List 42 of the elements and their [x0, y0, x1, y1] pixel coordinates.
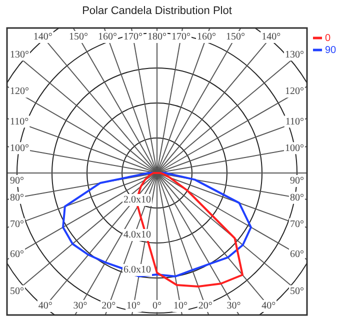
spoke-label: 80°: [10, 192, 24, 204]
spoke-label: 20°: [102, 300, 116, 312]
spoke-label: 150°: [68, 32, 88, 43]
y-tick-label: 2.0x10: [124, 194, 151, 206]
spoke-label: 50°: [10, 286, 24, 297]
spoke-label: 70°: [290, 218, 304, 230]
spoke-label: 100°: [10, 142, 29, 154]
chart-title: Polar Candela Distribution Plot: [82, 5, 232, 18]
spoke-label: 160°: [197, 32, 216, 43]
spoke-label: 160°: [98, 32, 117, 43]
spoke-label: 100°: [285, 142, 304, 154]
spoke-label: 130°: [285, 49, 304, 60]
spoke-label: 130°: [10, 49, 29, 60]
spoke-label: 0°: [152, 300, 162, 312]
spoke-label: 10°: [173, 300, 188, 312]
spoke-label: 110°: [10, 116, 29, 128]
spoke-label: 60°: [290, 249, 304, 260]
spoke-label: 40°: [38, 300, 52, 312]
spoke-label: 120°: [285, 86, 304, 98]
legend-label: 90: [325, 44, 337, 56]
y-tick-label: 4.0x10: [124, 230, 151, 241]
spoke-label: 20°: [198, 300, 212, 312]
spoke-label: 140°: [33, 32, 52, 43]
spoke-label: 90°: [290, 176, 304, 187]
spoke-label: 140°: [262, 32, 281, 43]
spoke-label: 10°: [126, 300, 141, 312]
spoke-label: 90°: [10, 176, 24, 187]
spoke-label: 170°: [124, 32, 143, 43]
spoke-label: 70°: [10, 218, 24, 230]
spoke-label: 110°: [285, 116, 304, 128]
spoke-label: 30°: [73, 300, 88, 312]
spoke-label: 80°: [290, 192, 304, 204]
spoke-label: 40°: [262, 300, 276, 312]
spoke-label: 150°: [226, 32, 246, 43]
legend-label: 0: [325, 32, 331, 44]
spoke-label: 170°: [171, 32, 190, 43]
spoke-label: 50°: [290, 286, 304, 297]
spoke-label: 120°: [10, 86, 29, 98]
spoke-label: 30°: [226, 300, 241, 312]
spoke-label: 60°: [10, 249, 24, 260]
y-tick-label: 6.0x10: [124, 264, 151, 276]
spoke-label: 180°: [148, 32, 166, 43]
